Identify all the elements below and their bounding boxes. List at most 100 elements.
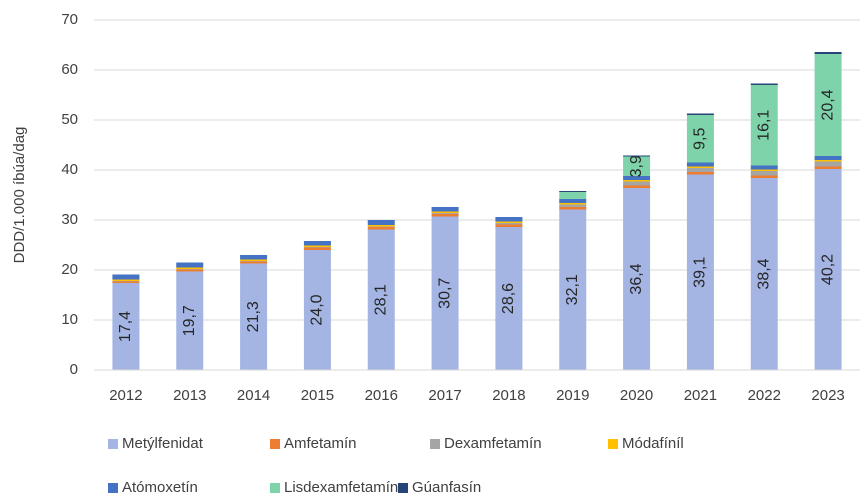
data-label: 9,5 — [692, 128, 709, 150]
x-tick-label: 2020 — [620, 387, 653, 404]
bar-segment — [112, 274, 140, 280]
bar-segment — [623, 180, 651, 182]
bar-segment — [176, 269, 204, 272]
bar-segment — [814, 54, 842, 156]
bar-segment — [814, 161, 842, 167]
bar-segment — [240, 261, 268, 262]
data-label: 20,4 — [819, 89, 836, 120]
bar-segment — [559, 192, 587, 199]
bar-segment — [750, 165, 778, 170]
bar-segment — [431, 211, 459, 213]
bar-segment — [814, 169, 842, 370]
bar-segment — [686, 162, 714, 167]
data-label: 40,2 — [819, 254, 836, 285]
legend-label: Atómoxetín — [122, 479, 198, 495]
bar-segment — [240, 261, 268, 264]
bar-segment — [559, 207, 587, 210]
legend-label: Módafíníl — [622, 435, 684, 452]
bar-segment — [431, 213, 459, 214]
legend-swatch — [398, 483, 408, 493]
bar-segment — [750, 171, 778, 176]
bar-segment — [240, 263, 268, 370]
bar-segment — [559, 209, 587, 370]
x-tick-label: 2014 — [237, 387, 270, 404]
x-tick-label: 2013 — [173, 387, 206, 404]
bar-segment — [559, 199, 587, 203]
data-label: 28,6 — [500, 283, 517, 314]
bar-segment — [750, 83, 778, 85]
x-tick-label: 2022 — [748, 387, 781, 404]
x-tick-label: 2023 — [811, 387, 844, 404]
data-label: 36,4 — [628, 263, 645, 294]
bar-segment — [623, 156, 651, 176]
bar-segment — [623, 155, 651, 157]
bar-segment — [814, 166, 842, 169]
y-tick-label: 50 — [61, 111, 78, 128]
bar-segment — [112, 279, 140, 281]
bar-segment — [176, 262, 204, 268]
data-label: 21,3 — [245, 301, 262, 332]
bar-segment — [240, 255, 268, 260]
bar-segment — [431, 216, 459, 370]
bar-segment — [814, 156, 842, 160]
bar-segment — [686, 115, 714, 163]
data-label: 24,0 — [309, 294, 326, 325]
legend-swatch — [608, 439, 618, 449]
y-tick-label: 70 — [61, 11, 78, 28]
bar-segment — [176, 269, 204, 270]
bar-segment — [431, 207, 459, 212]
legend-label: Dexamfetamín — [444, 435, 542, 452]
y-tick-label: 40 — [61, 161, 78, 178]
x-tick-label: 2019 — [556, 387, 589, 404]
bar-segment — [814, 52, 842, 54]
bar-segment — [367, 226, 395, 227]
legend-swatch — [108, 483, 118, 493]
legend-label: Amfetamín — [284, 435, 357, 452]
bar-segment — [750, 175, 778, 178]
bar-segment — [686, 166, 714, 168]
bar-segment — [367, 225, 395, 227]
bar-segment — [303, 241, 331, 246]
data-label: 38,4 — [755, 258, 772, 289]
y-tick-label: 20 — [61, 261, 78, 278]
data-label: 19,7 — [181, 305, 198, 336]
bar-segment — [750, 169, 778, 171]
legend-swatch — [430, 439, 440, 449]
legend-label: Gúanfasín — [412, 479, 481, 495]
x-tick-label: 2021 — [684, 387, 717, 404]
data-label: 28,1 — [372, 284, 389, 315]
bar-segment — [686, 168, 714, 172]
legend-swatch — [270, 483, 280, 493]
bar-segment — [112, 283, 140, 370]
x-tick-label: 2016 — [365, 387, 398, 404]
bar-segment — [686, 172, 714, 175]
bar-segment — [431, 214, 459, 217]
bar-segment — [623, 181, 651, 186]
bar-segment — [559, 204, 587, 207]
legend-swatch — [270, 439, 280, 449]
y-tick-label: 10 — [61, 311, 78, 328]
data-label: 32,1 — [564, 274, 581, 305]
bar-segment — [303, 250, 331, 370]
bar-segment — [559, 191, 587, 192]
bar-segment — [559, 203, 587, 205]
bar-segment — [623, 185, 651, 188]
bar-segment — [686, 113, 714, 115]
y-tick-label: 30 — [61, 211, 78, 228]
bar-segment — [495, 223, 523, 225]
legend-label: Metýlfenidat — [122, 435, 204, 452]
bar-segment — [367, 220, 395, 225]
data-label: 16,1 — [755, 110, 772, 141]
bar-segment — [367, 229, 395, 370]
data-label: 39,1 — [692, 257, 709, 288]
bar-segment — [495, 227, 523, 370]
data-label: 17,4 — [117, 311, 134, 342]
y-tick-label: 60 — [61, 61, 78, 78]
bar-segment — [367, 227, 395, 230]
bar-segment — [176, 271, 204, 370]
legend-label: Lisdexamfetamín — [284, 479, 398, 495]
bar-segment — [240, 259, 268, 261]
bar-segment — [623, 176, 651, 180]
bar-segment — [495, 224, 523, 227]
x-tick-label: 2012 — [109, 387, 142, 404]
